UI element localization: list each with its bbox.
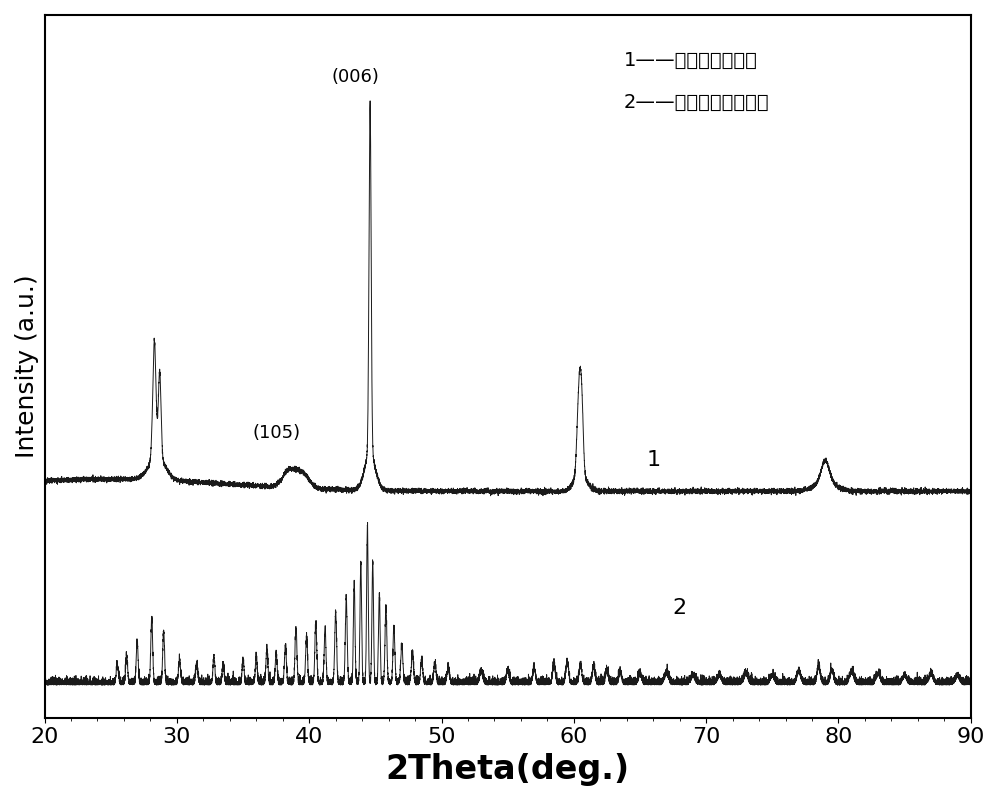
- Text: (006): (006): [332, 68, 379, 87]
- Text: 1: 1: [646, 450, 660, 470]
- Text: 2——再生磁粉的衍射峰: 2——再生磁粉的衍射峰: [623, 94, 769, 112]
- Text: (105): (105): [252, 424, 300, 441]
- Text: 2: 2: [673, 598, 687, 618]
- X-axis label: 2Theta(deg.): 2Theta(deg.): [386, 753, 630, 786]
- Y-axis label: Intensity (a.u.): Intensity (a.u.): [15, 275, 39, 458]
- Text: 1——取向后的衍射峰: 1——取向后的衍射峰: [623, 51, 757, 70]
